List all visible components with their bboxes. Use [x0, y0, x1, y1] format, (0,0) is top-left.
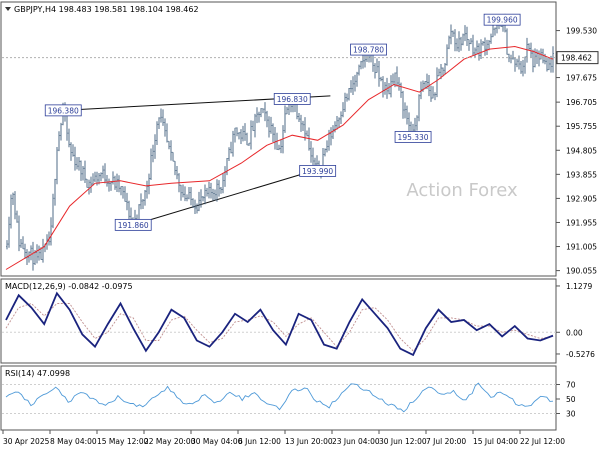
macd-tick-label: -0.5276 [566, 350, 595, 359]
current-price-label: 198.462 [561, 54, 592, 63]
trendline [133, 165, 331, 226]
time-tick-label: 22 Jul 12:00 [520, 437, 565, 446]
macd-tick-label: 0.00 [566, 328, 583, 337]
macd-tick-label: 1.1279 [566, 282, 592, 291]
annotation-label: 196.380 [48, 106, 79, 115]
annotation-box [114, 218, 152, 231]
time-tick-label: 6 Jun 12:00 [238, 437, 281, 446]
annotation-box [394, 131, 432, 143]
current-price-box [556, 51, 599, 65]
rsi-line [5, 382, 554, 413]
price-tick-label: 191.955 [566, 218, 597, 227]
price-tick-label: 190.055 [566, 267, 597, 276]
time-tick-label: 30 Apr 2025 [3, 437, 50, 446]
rsi-header: RSI(14) 47.0998 [5, 369, 70, 378]
annotation-box [299, 165, 337, 177]
annotation-box [350, 43, 387, 56]
time-tick-label: 30 May 04:00 [191, 437, 243, 446]
price-tick-label: 192.905 [566, 194, 597, 203]
annotation-label: 191.860 [118, 221, 149, 230]
price-tick-label: 194.805 [566, 146, 597, 155]
macd-main-line [5, 291, 554, 357]
rsi-tick-label: 70 [566, 381, 576, 390]
annotation-label: 193.990 [302, 167, 333, 176]
price-tick-label: 193.855 [566, 170, 597, 179]
price-tick-label: 191.005 [566, 243, 597, 252]
price-panel-frame [0, 1, 557, 277]
ma-line [5, 45, 554, 270]
annotation-label: 196.830 [277, 95, 308, 104]
time-tick-label: 22 May 20:00 [144, 437, 196, 446]
annotation-box [483, 13, 521, 26]
time-tick-label: 15 Jul 04:00 [473, 437, 518, 446]
price-tick-label: 199.530 [566, 27, 597, 36]
annotation-label: 199.960 [487, 16, 518, 25]
price-tick-label: 195.755 [566, 122, 597, 131]
annotation-label: 198.780 [353, 46, 384, 55]
macd-panel-frame [0, 278, 557, 364]
moving-average [5, 45, 554, 270]
macd-header: MACD(12,26,9) -0.0842 -0.0975 [5, 282, 133, 291]
price-tick-label: 196.705 [566, 98, 597, 107]
current-price: 198.462 [2, 51, 599, 65]
price-annotations: 196.380 196.830 193.990 191.860 198.780 195.3… [44, 13, 521, 231]
time-tick-label: 30 Jun 12:00 [379, 437, 427, 446]
rsi-tick-label: 30 [566, 410, 576, 419]
price-axis-ticks: 199.530 197.675 196.705 195.755 194.805 193.8… [556, 27, 597, 276]
annotation-label: 195.330 [398, 133, 429, 142]
time-tick-label: 13 Jun 20:00 [285, 437, 333, 446]
time-tick-label: 15 May 12:00 [97, 437, 149, 446]
time-tick-label: 23 Jun 04:00 [332, 437, 380, 446]
price-header: GBPJPY,H4 198.483 198.581 198.104 198.46… [14, 5, 199, 14]
macd-panel: 1.1279 0.00 -0.5276 [2, 282, 595, 359]
time-tick-label: 7 Jul 20:00 [426, 437, 466, 446]
annotation-box [44, 104, 82, 117]
rsi-panel: 70 50 30 [2, 381, 576, 419]
price-tick-label: 197.675 [566, 74, 597, 83]
rsi-tick-label: 50 [566, 395, 576, 404]
dropdown-triangle-icon[interactable] [5, 7, 11, 11]
watermark-text: Action Forex [406, 180, 518, 201]
time-tick-label: 8 May 04:00 [50, 437, 97, 446]
annotation-box [273, 93, 311, 105]
